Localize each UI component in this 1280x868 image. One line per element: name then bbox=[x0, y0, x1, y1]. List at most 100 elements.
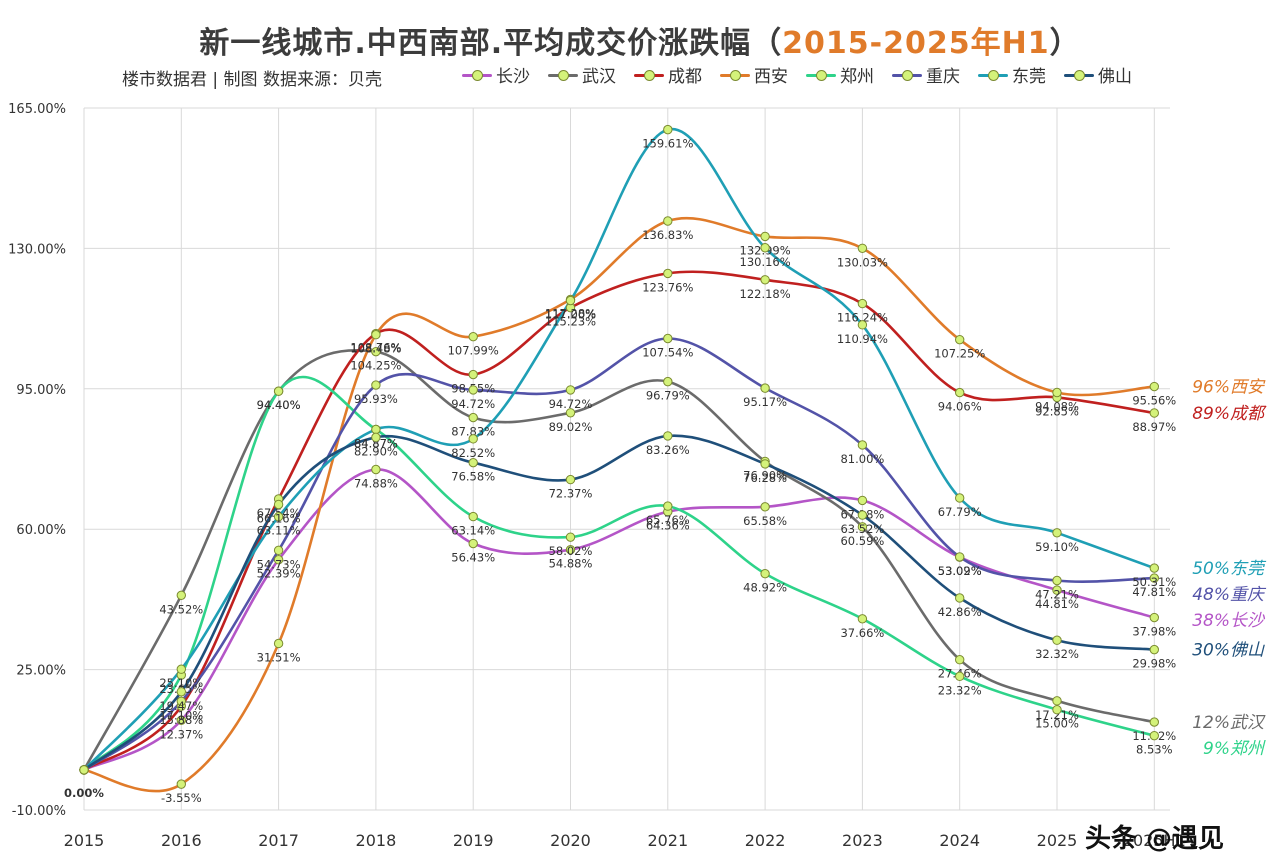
x-tick-label: 2025H1 bbox=[1123, 831, 1186, 850]
data-point bbox=[176, 696, 187, 706]
data-point bbox=[371, 424, 381, 435]
x-tick-label: 2024 bbox=[939, 831, 980, 850]
data-point bbox=[955, 671, 965, 682]
legend-label: 武汉 bbox=[582, 67, 616, 87]
data-point bbox=[273, 499, 284, 510]
data-point bbox=[663, 124, 673, 135]
data-point bbox=[468, 369, 478, 380]
data-label: 107.54% bbox=[642, 345, 693, 359]
legend-label: 佛山 bbox=[1098, 67, 1132, 87]
data-label: 43.52% bbox=[159, 602, 203, 616]
x-tick-label: 2023 bbox=[842, 831, 883, 850]
data-label: 83.26% bbox=[646, 443, 690, 457]
data-label: 23.32% bbox=[938, 683, 982, 697]
data-point bbox=[468, 385, 478, 395]
legend-swatch bbox=[806, 68, 836, 82]
x-tick-label: 2015 bbox=[64, 831, 105, 850]
data-label: 96.79% bbox=[646, 389, 690, 403]
data-point bbox=[468, 331, 478, 342]
data-point bbox=[1052, 387, 1062, 398]
data-label: 53.02% bbox=[938, 564, 982, 578]
legend-swatch bbox=[720, 68, 750, 82]
data-label: 0.00% bbox=[64, 786, 104, 800]
data-point bbox=[371, 346, 381, 357]
data-label: 94.40% bbox=[257, 398, 301, 412]
data-label: 88.97% bbox=[1132, 420, 1176, 434]
data-point bbox=[176, 779, 187, 789]
data-point bbox=[663, 268, 673, 279]
data-label: 104.25% bbox=[350, 359, 401, 373]
data-point bbox=[565, 408, 576, 418]
y-tick-label: 25.00% bbox=[16, 664, 66, 679]
data-point bbox=[1052, 528, 1062, 538]
data-label: 94.72% bbox=[451, 397, 495, 411]
series-end-label: 9%郑州 bbox=[1203, 739, 1266, 759]
data-label: 94.08% bbox=[1035, 399, 1079, 413]
data-point bbox=[760, 383, 770, 393]
data-point bbox=[273, 545, 284, 556]
x-tick-label: 2016 bbox=[161, 831, 202, 850]
data-label: 123.76% bbox=[642, 280, 693, 294]
data-label: 65.58% bbox=[743, 514, 787, 528]
data-label: 15.00% bbox=[1035, 717, 1079, 731]
data-point bbox=[955, 655, 965, 665]
data-point bbox=[857, 298, 868, 309]
data-point bbox=[176, 715, 187, 725]
data-label: 58.02% bbox=[549, 544, 593, 558]
series-line bbox=[83, 337, 1155, 771]
data-point bbox=[1052, 585, 1062, 595]
data-point bbox=[273, 512, 284, 522]
data-point bbox=[760, 275, 770, 285]
legend-item: 成都 bbox=[634, 62, 702, 87]
legend-swatch bbox=[892, 68, 922, 82]
legend-item: 重庆 bbox=[892, 62, 960, 87]
series-line bbox=[82, 348, 1155, 771]
series-end-label: 50%东莞 bbox=[1192, 559, 1267, 579]
data-label: 64.36% bbox=[646, 519, 690, 533]
legend-label: 重庆 bbox=[926, 67, 960, 87]
data-point bbox=[857, 522, 868, 532]
series-end-label: 38%长沙 bbox=[1192, 611, 1266, 631]
y-tick-label: 95.00% bbox=[16, 383, 66, 398]
data-label: 72.37% bbox=[549, 487, 593, 501]
data-label: 116.24% bbox=[837, 311, 888, 325]
data-point bbox=[273, 386, 284, 396]
data-label: 81.00% bbox=[840, 452, 884, 466]
data-point bbox=[663, 501, 673, 511]
legend-item: 长沙 bbox=[462, 62, 530, 87]
data-point bbox=[565, 385, 576, 395]
data-label: 66.16% bbox=[257, 511, 301, 525]
data-label: 159.61% bbox=[642, 137, 693, 151]
data-point bbox=[857, 320, 868, 330]
legend-item: 郑州 bbox=[806, 62, 874, 87]
series-line bbox=[83, 434, 1155, 771]
data-label: 63.11% bbox=[257, 524, 301, 538]
data-label: 130.16% bbox=[740, 255, 791, 269]
data-label: 122.18% bbox=[740, 287, 791, 301]
data-label: 76.90% bbox=[743, 468, 787, 482]
data-point bbox=[857, 614, 868, 624]
data-point bbox=[1149, 563, 1160, 573]
data-label: 95.93% bbox=[354, 392, 398, 406]
data-point bbox=[79, 765, 89, 775]
y-tick-label: 130.00% bbox=[8, 242, 66, 257]
data-point bbox=[1149, 573, 1160, 583]
data-label: 136.83% bbox=[642, 228, 693, 242]
data-label: 54.88% bbox=[549, 557, 593, 571]
x-tick-label: 2021 bbox=[647, 831, 688, 850]
data-point bbox=[468, 538, 478, 549]
data-label: 117.28% bbox=[545, 306, 596, 320]
data-point bbox=[468, 412, 478, 423]
data-label: 110.94% bbox=[837, 332, 888, 346]
data-point bbox=[1149, 644, 1160, 655]
data-point bbox=[760, 243, 770, 253]
legend-label: 东莞 bbox=[1012, 67, 1046, 87]
data-point bbox=[760, 568, 770, 579]
data-point bbox=[1052, 635, 1062, 645]
data-point bbox=[176, 590, 187, 601]
data-point bbox=[857, 440, 868, 450]
x-tick-label: 2022 bbox=[745, 831, 786, 850]
legend-swatch bbox=[978, 68, 1008, 82]
legend-label: 西安 bbox=[754, 67, 788, 87]
data-label: 115.23% bbox=[545, 315, 596, 329]
